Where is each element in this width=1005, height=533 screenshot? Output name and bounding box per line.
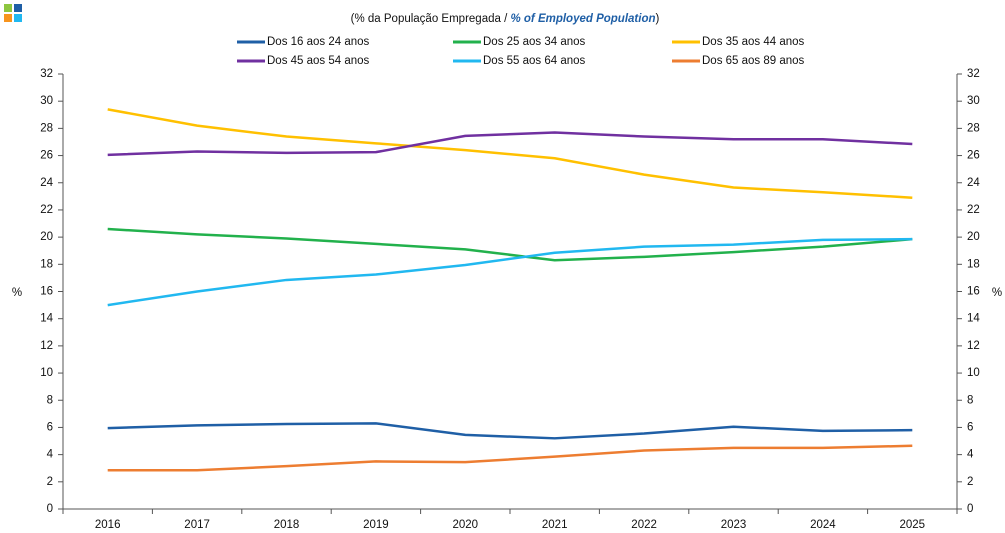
series-line <box>107 444 913 472</box>
y2-tick-label: 2 <box>967 476 973 488</box>
legend-label: Dos 45 aos 54 anos <box>267 55 370 67</box>
legend-label: Dos 16 aos 24 anos <box>267 36 370 48</box>
logo <box>4 4 22 22</box>
x-tick-label: 2016 <box>95 519 121 531</box>
y-axis-label: % <box>12 287 22 299</box>
y-tick-label: 6 <box>47 421 53 433</box>
x-tick-label: 2025 <box>900 519 926 531</box>
y-tick-label: 2 <box>47 476 53 488</box>
y2-tick-label: 6 <box>967 421 973 433</box>
y2-tick-label: 24 <box>967 177 980 189</box>
y-tick-label: 20 <box>40 231 53 243</box>
y-tick-label: 30 <box>40 95 53 107</box>
series-line <box>107 237 913 307</box>
legend-label: Dos 25 aos 34 anos <box>483 36 586 48</box>
y2-tick-label: 18 <box>967 258 980 270</box>
y2-tick-label: 26 <box>967 150 980 162</box>
y2-tick-label: 20 <box>967 231 980 243</box>
y2-tick-label: 22 <box>967 204 980 216</box>
x-tick-label: 2021 <box>542 519 568 531</box>
y2-tick-label: 8 <box>967 394 973 406</box>
y-tick-label: 32 <box>40 68 53 80</box>
series-line <box>107 131 913 157</box>
series-line <box>107 422 913 440</box>
y-tick-label: 8 <box>47 394 53 406</box>
x-tick-label: 2018 <box>274 519 300 531</box>
y-tick-label: 10 <box>40 367 53 379</box>
y-tick-label: 28 <box>40 122 53 134</box>
y2-tick-label: 4 <box>967 449 974 461</box>
y2-tick-label: 14 <box>967 313 980 325</box>
y-tick-label: 0 <box>47 503 53 515</box>
y2-tick-label: 30 <box>967 95 980 107</box>
series-line <box>107 108 913 199</box>
y-tick-label: 24 <box>40 177 53 189</box>
legend-label: Dos 55 aos 64 anos <box>483 55 586 67</box>
y-tick-label: 14 <box>40 313 53 325</box>
y2-tick-label: 32 <box>967 68 980 80</box>
x-tick-label: 2017 <box>184 519 210 531</box>
y2-tick-label: 12 <box>967 340 980 352</box>
y2-tick-label: 10 <box>967 367 980 379</box>
x-tick-label: 2022 <box>631 519 657 531</box>
subtitle-en: % of Employed Population <box>510 13 655 25</box>
y-tick-label: 4 <box>47 449 54 461</box>
series-line <box>107 227 913 262</box>
subtitle-pt: (% da População Empregada / <box>351 13 511 25</box>
y2-axis-label: % <box>992 287 1002 299</box>
y-tick-label: 22 <box>40 204 53 216</box>
y2-tick-label: 16 <box>967 286 980 298</box>
y2-tick-label: 0 <box>967 503 973 515</box>
x-tick-label: 2024 <box>810 519 836 531</box>
y-tick-label: 16 <box>40 286 53 298</box>
y-tick-label: 18 <box>40 258 53 270</box>
y2-tick-label: 28 <box>967 122 980 134</box>
legend-label: Dos 35 aos 44 anos <box>702 36 805 48</box>
x-tick-label: 2023 <box>721 519 747 531</box>
legend-label: Dos 65 aos 89 anos <box>702 55 805 67</box>
y-tick-label: 26 <box>40 150 53 162</box>
subtitle-end: ) <box>656 13 660 25</box>
x-tick-label: 2019 <box>363 519 389 531</box>
x-tick-label: 2020 <box>453 519 479 531</box>
y-tick-label: 12 <box>40 340 53 352</box>
chart-subtitle: (% da População Empregada / % of Employe… <box>351 13 660 25</box>
